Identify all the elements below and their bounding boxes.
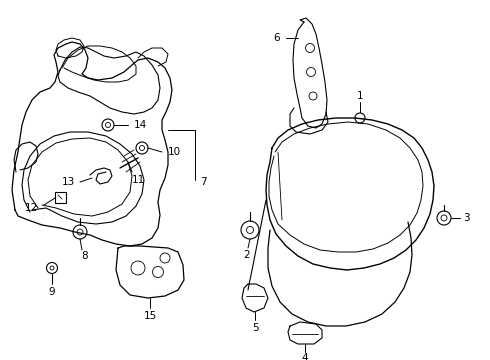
Text: 1: 1 — [357, 91, 363, 101]
Text: 8: 8 — [82, 251, 88, 261]
Text: 3: 3 — [463, 213, 469, 223]
Text: 5: 5 — [252, 323, 258, 333]
Text: 13: 13 — [62, 177, 75, 187]
Text: 14: 14 — [134, 120, 147, 130]
Text: 4: 4 — [302, 353, 308, 360]
Bar — [55, 192, 66, 203]
Text: 12: 12 — [25, 203, 38, 213]
Text: 6: 6 — [273, 33, 280, 43]
Text: 7: 7 — [200, 177, 207, 187]
Text: 10: 10 — [168, 147, 181, 157]
Text: 11: 11 — [132, 175, 145, 185]
Text: 2: 2 — [244, 250, 250, 260]
Text: 15: 15 — [144, 311, 157, 321]
Text: 9: 9 — [49, 287, 55, 297]
